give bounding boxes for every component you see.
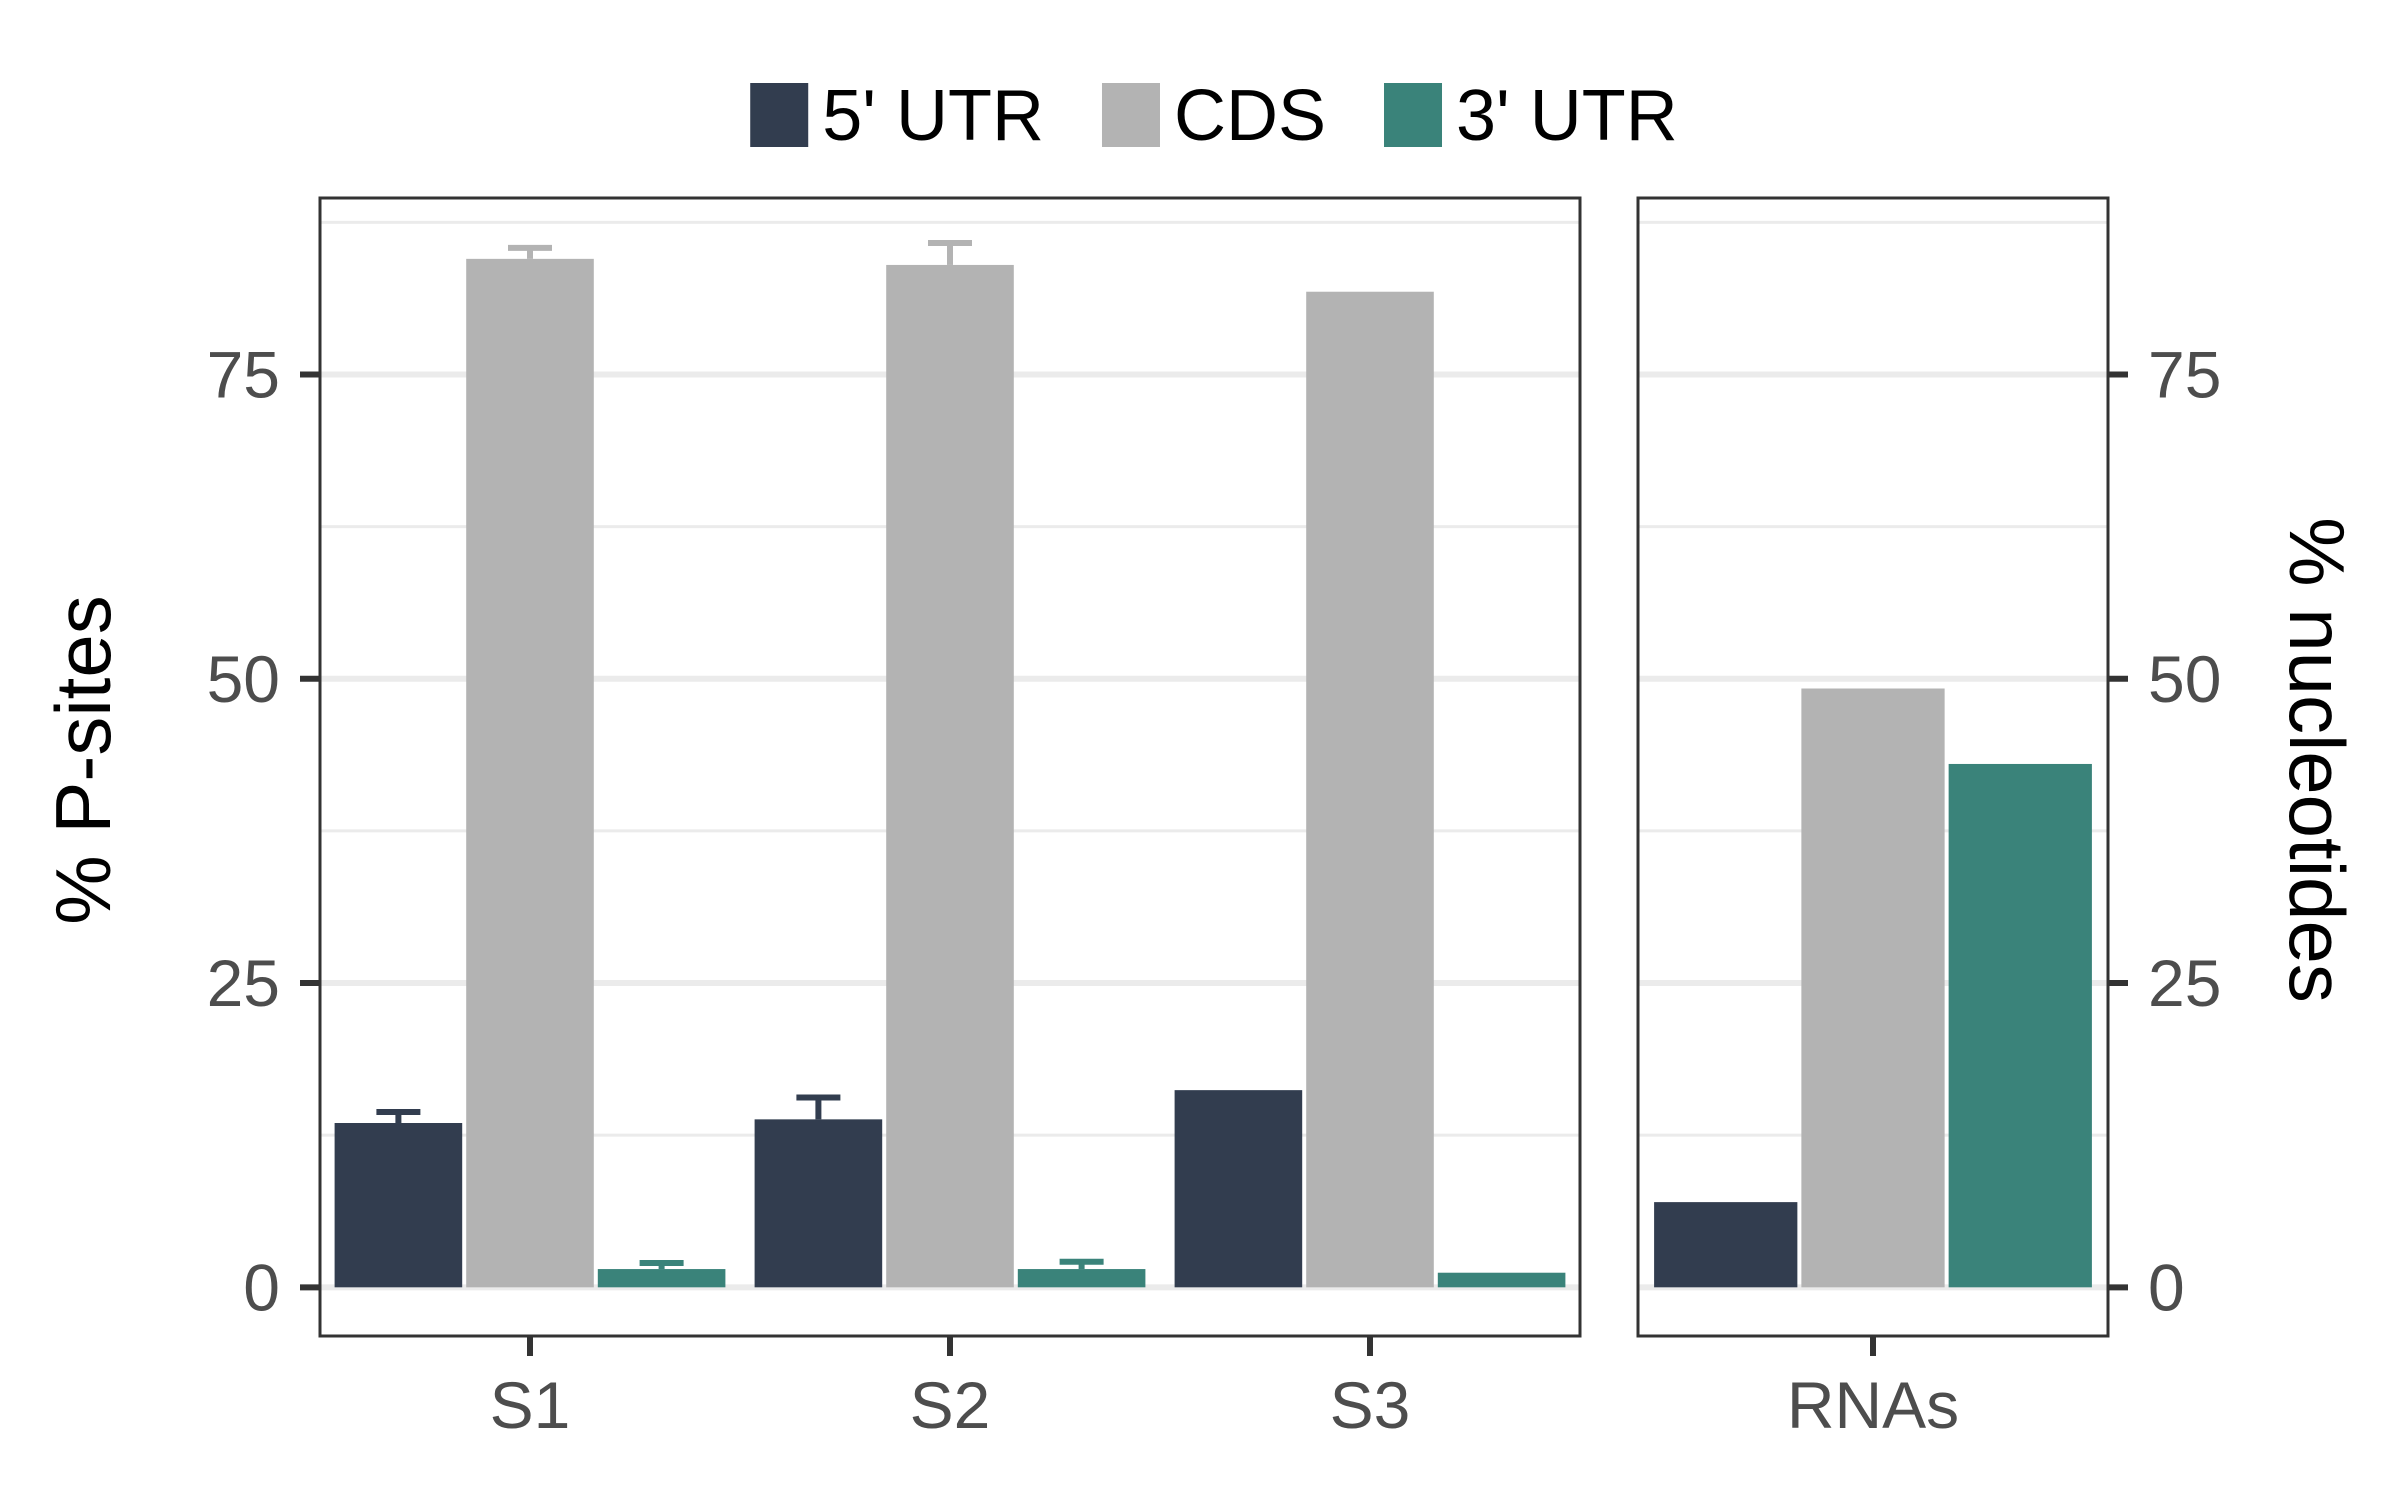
y-tick-label: 25 bbox=[207, 946, 280, 1020]
y-tick-label: 75 bbox=[207, 337, 280, 411]
bar-s3-3-utr bbox=[1437, 1272, 1566, 1288]
bar-rnas-cds bbox=[1801, 688, 1945, 1288]
bar-s3-cds bbox=[1306, 291, 1434, 1288]
y-tick-label: 50 bbox=[2148, 642, 2221, 716]
bar-s1-3-utr bbox=[597, 1269, 726, 1288]
x-tick-label-s1: S1 bbox=[490, 1368, 571, 1442]
y-tick-label: 0 bbox=[243, 1250, 280, 1324]
panel-border bbox=[1636, 196, 2110, 1338]
legend-label-cds: CDS bbox=[1174, 76, 1326, 156]
legend-key-cds bbox=[1101, 83, 1160, 147]
bar-s2-5-utr bbox=[754, 1119, 883, 1288]
bar-s3-5-utr bbox=[1174, 1090, 1303, 1288]
y-axis-title-right: % nucleotides bbox=[2273, 517, 2361, 1003]
legend-label-5-utr: 5' UTR bbox=[822, 76, 1044, 156]
bar-s2-3-utr bbox=[1017, 1269, 1146, 1288]
legend-key-3-utr bbox=[1384, 83, 1443, 147]
legend-key-5-utr bbox=[750, 83, 809, 147]
x-tick-label-s3: S3 bbox=[1330, 1368, 1411, 1442]
y-tick-label: 25 bbox=[2148, 946, 2221, 1020]
y-axis-title-left: % P-sites bbox=[39, 595, 127, 924]
panel-left: S1 S2 S3 0 25 50 75 bbox=[207, 196, 1582, 1442]
legend-label-3-utr: 3' UTR bbox=[1456, 76, 1678, 156]
x-tick-label-rnas: RNAs bbox=[1787, 1368, 1959, 1442]
x-tick-label-s2: S2 bbox=[910, 1368, 991, 1442]
bar-s1-5-utr bbox=[334, 1123, 463, 1288]
bar-s2-cds bbox=[886, 264, 1014, 1288]
panel-border bbox=[318, 196, 1582, 1338]
bar-rnas-3-utr bbox=[1948, 763, 2092, 1288]
bar-s1-cds bbox=[466, 258, 594, 1288]
bar-rnas-5-utr bbox=[1654, 1202, 1798, 1288]
y-tick-label: 50 bbox=[207, 642, 280, 716]
panel-right: RNAs 0 25 50 75 bbox=[1636, 196, 2221, 1442]
y-tick-label: 75 bbox=[2148, 337, 2221, 411]
y-tick-label: 0 bbox=[2148, 1250, 2185, 1324]
legend: 5' UTR CDS 3' UTR bbox=[750, 76, 1678, 156]
